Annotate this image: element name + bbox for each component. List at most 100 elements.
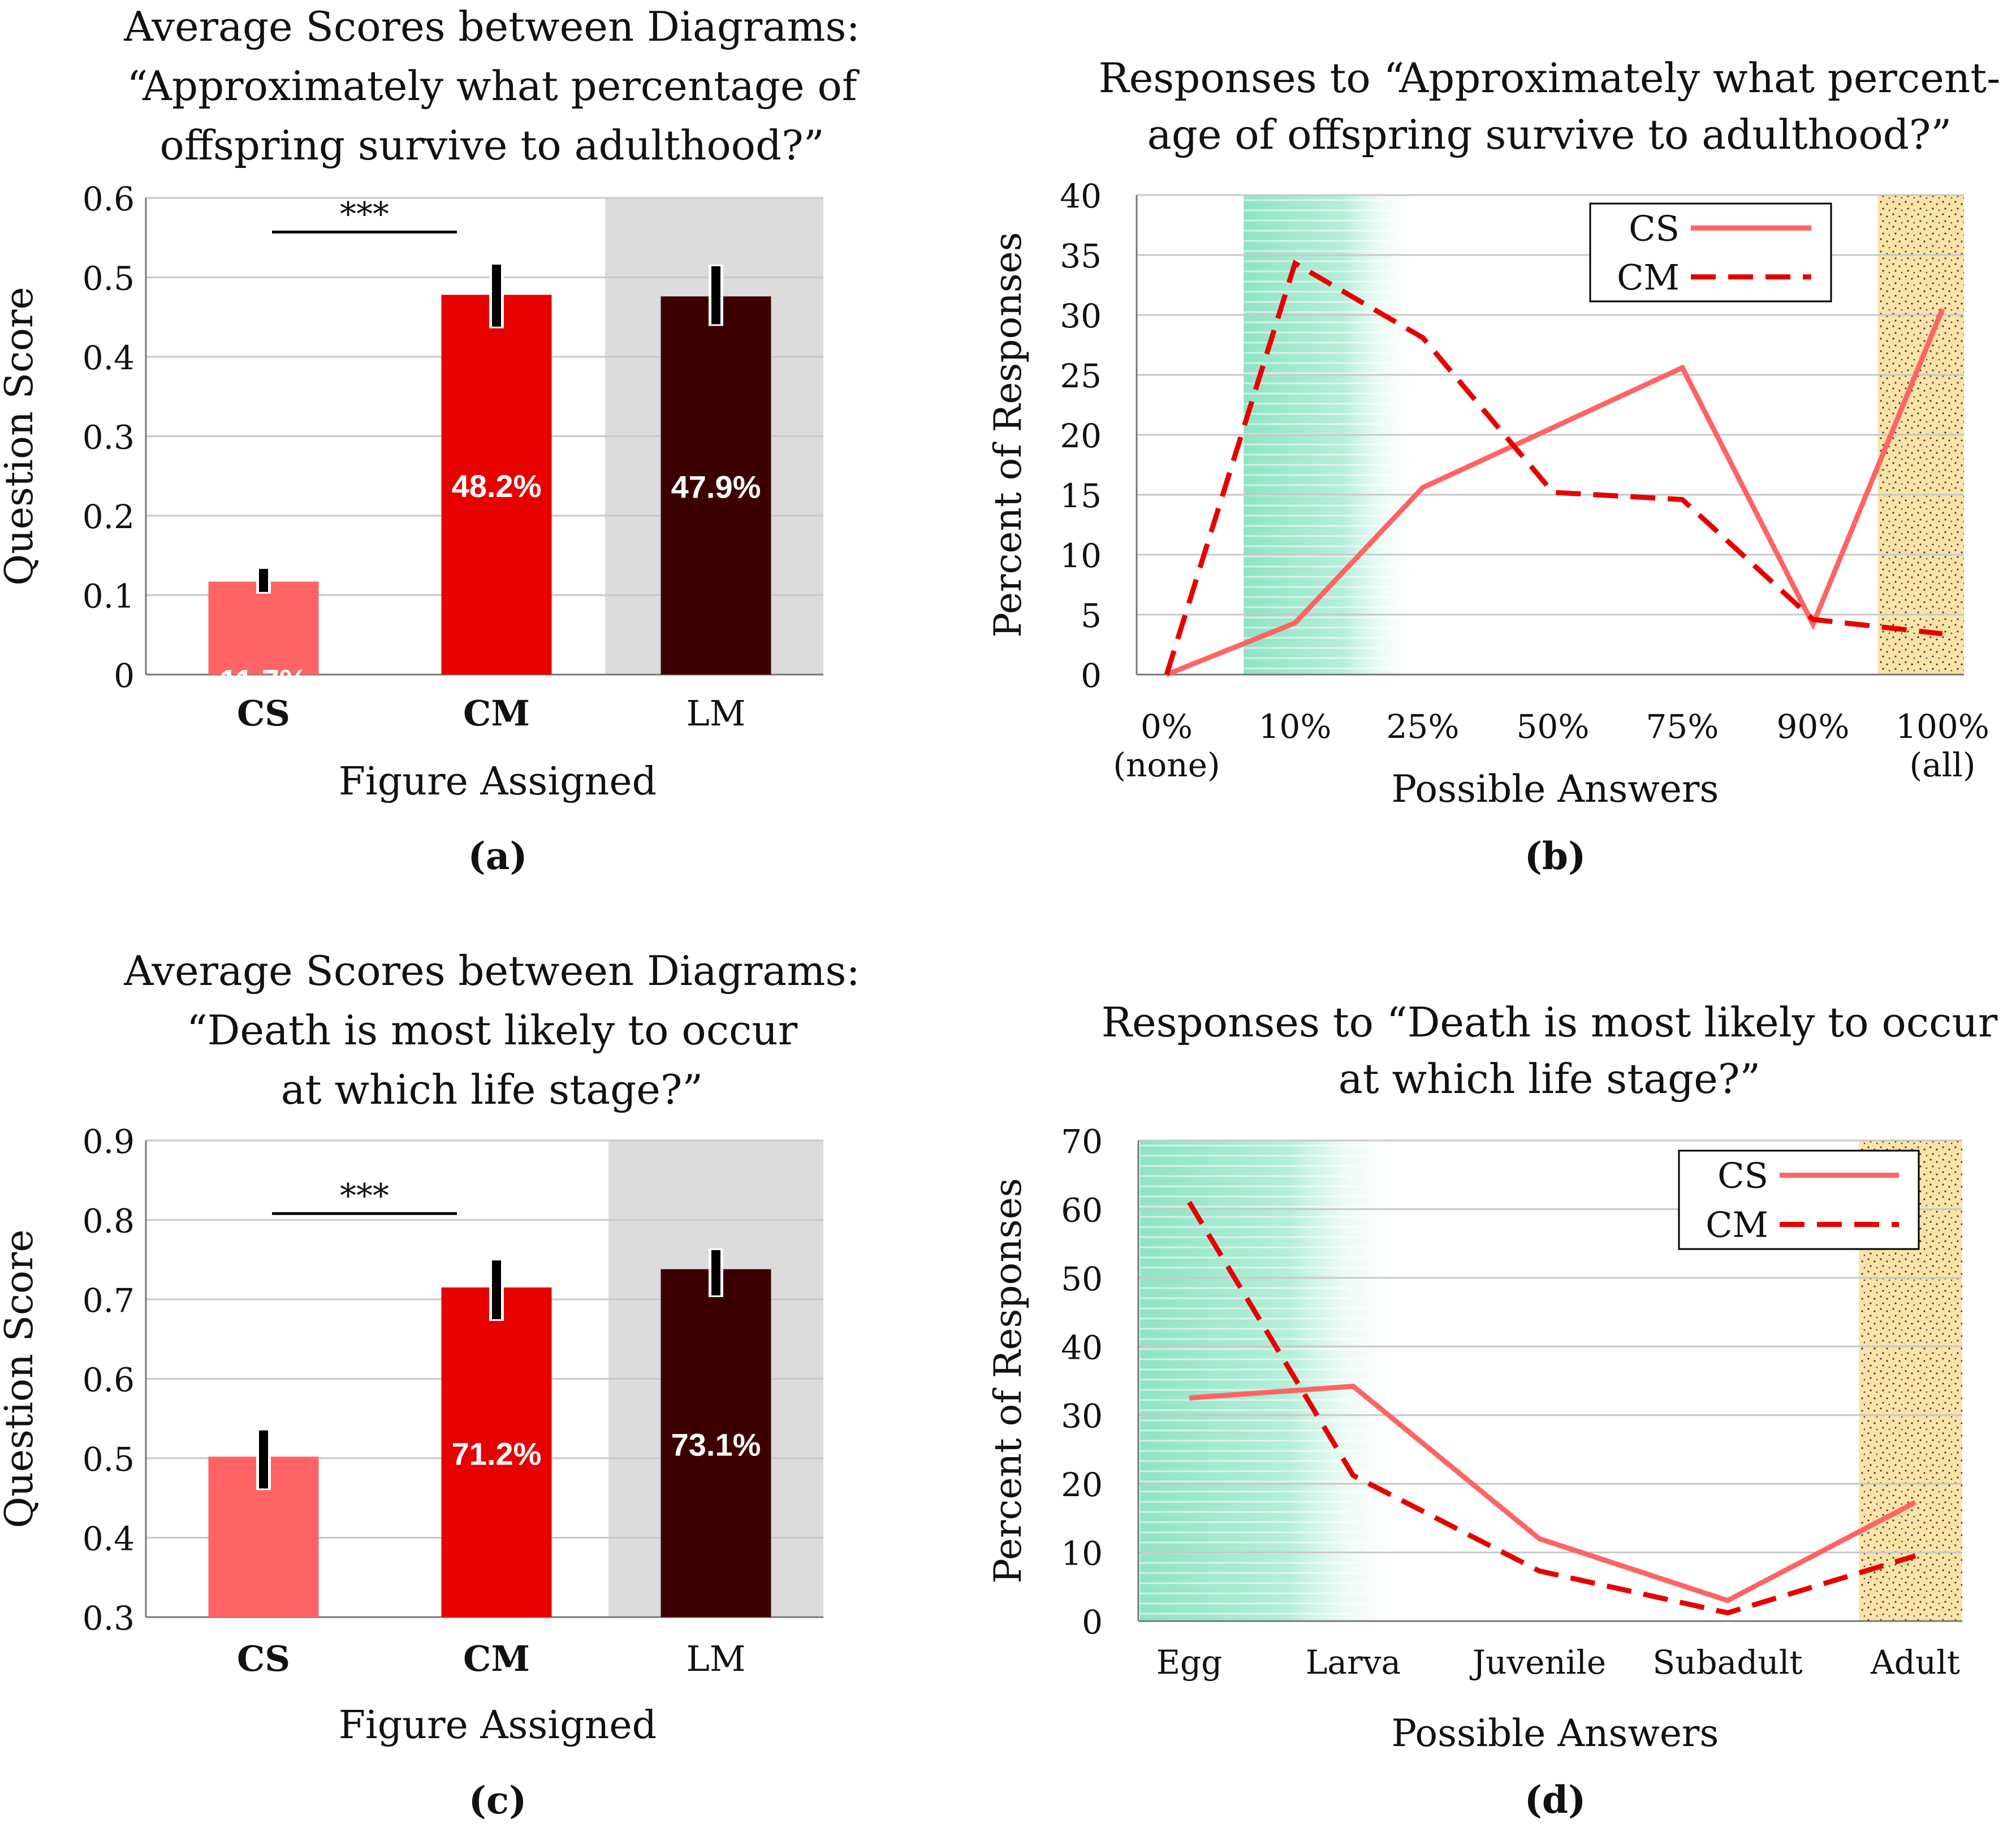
x-category-label: CS: [237, 1638, 290, 1679]
x-category-label: Egg: [1156, 1643, 1223, 1682]
x-axis-label: Possible Answers: [1392, 1712, 1719, 1755]
error-bar: [711, 266, 720, 325]
x-category-label: CM: [463, 693, 530, 734]
error-bar: [492, 1260, 501, 1320]
x-category-label: 50%: [1517, 707, 1590, 746]
bar-cm: [441, 1287, 552, 1617]
panel-caption: (a): [468, 834, 527, 878]
panel-caption: (c): [469, 1778, 527, 1822]
x-axis-label: Possible Answers: [1392, 767, 1719, 811]
y-tick-label: 60: [1061, 1191, 1103, 1229]
y-tick-label: 5: [1081, 597, 1102, 635]
y-tick-label: 25: [1060, 357, 1102, 395]
y-tick-label: 0.5: [83, 1440, 135, 1479]
chart-title-line: “Death is most likely to occur: [187, 1006, 798, 1054]
x-axis-label: Figure Assigned: [339, 759, 657, 804]
bar-value-label: 71.2%: [452, 1436, 542, 1471]
x-category-label: 75%: [1646, 707, 1719, 746]
y-tick-label: 50: [1061, 1260, 1103, 1298]
bar-lm: [661, 296, 771, 675]
chart-title-line: at which life stage?”: [1339, 1055, 1760, 1103]
panel-caption: (b): [1525, 834, 1586, 878]
y-tick-label: 0.3: [83, 418, 135, 457]
legend-label: CS: [1629, 208, 1680, 249]
bar-value-label: 73.1%: [671, 1427, 761, 1462]
y-tick-label: 0.4: [83, 339, 135, 377]
y-tick-label: 20: [1061, 1466, 1103, 1504]
error-bar: [259, 1430, 268, 1489]
x-category-label: LM: [687, 1638, 746, 1679]
y-tick-label: 0.6: [83, 180, 135, 218]
x-category-label: 25%: [1387, 707, 1460, 746]
legend-box: [1589, 202, 1832, 303]
chart-title-line: offspring survive to adulthood?”: [159, 122, 824, 169]
legend-label: CS: [1717, 1155, 1768, 1196]
bar-value-label: 11.7%: [219, 663, 308, 698]
x-category-label: LM: [687, 693, 746, 734]
x-category-label: 90%: [1777, 707, 1850, 746]
x-category-label: CM: [463, 1638, 530, 1679]
x-category-label: (none): [1113, 746, 1220, 784]
bar-value-label: 49.8%: [219, 1614, 309, 1649]
y-tick-label: 70: [1061, 1122, 1103, 1161]
y-tick-label: 0.7: [83, 1281, 135, 1320]
chart-title-line: at which life stage?”: [281, 1066, 703, 1113]
bar-lm: [661, 1269, 771, 1617]
x-category-label: CS: [237, 693, 290, 734]
x-category-label: Subadult: [1652, 1643, 1802, 1682]
bar-cs: [208, 581, 319, 675]
x-category-label: (all): [1910, 746, 1976, 784]
x-category-label: Larva: [1306, 1643, 1401, 1682]
error-bar: [492, 265, 501, 327]
series-line-cm: [1187, 1200, 1916, 1616]
y-tick-label: 30: [1061, 1397, 1103, 1436]
x-category-label: 0%: [1141, 707, 1193, 746]
panel-c: Average Scores between Diagrams: “Death i…: [0, 947, 860, 1822]
x-category-label: 10%: [1259, 707, 1332, 746]
y-tick-label: 0.4: [83, 1520, 135, 1558]
y-tick-label: 20: [1060, 417, 1102, 455]
bar-value-label: 48.2%: [452, 468, 542, 504]
y-tick-label: 0: [1082, 1603, 1103, 1641]
chart-title-line: Responses to “Approximately what percent…: [1098, 54, 2000, 102]
y-tick-label: 0.5: [83, 260, 135, 298]
green-highlight-band: [1140, 1140, 1409, 1621]
y-axis-label: Percent of Responses: [986, 232, 1030, 637]
series-line-cm: [1164, 260, 1943, 676]
error-bar: [711, 1250, 720, 1295]
y-axis-label: Question Score: [0, 1229, 42, 1528]
y-tick-label: 10: [1061, 1535, 1103, 1573]
legend-label: CM: [1617, 257, 1680, 298]
panel-b: Responses to “Approximately what percent…: [986, 54, 2001, 878]
x-category-label: Adult: [1870, 1643, 1960, 1682]
chart-title-line: Average Scores between Diagrams:: [123, 947, 860, 995]
y-axis-label: Percent of Responses: [986, 1178, 1030, 1583]
panel-caption: (d): [1525, 1778, 1586, 1822]
x-category-label: Juvenile: [1470, 1643, 1606, 1682]
y-tick-label: 0: [114, 656, 135, 695]
series-line-cs: [1189, 1384, 1917, 1604]
panel-a: Average Scores between Diagrams: “Approxi…: [0, 3, 860, 878]
y-tick-label: 0.8: [83, 1202, 135, 1241]
y-tick-label: 0: [1081, 656, 1102, 695]
y-tick-label: 10: [1060, 537, 1102, 575]
chart-title-line: “Approximately what percentage of: [127, 62, 859, 110]
y-axis-label: Question Score: [0, 287, 42, 585]
series-line-cs: [1165, 308, 1945, 677]
bar-cm: [441, 295, 552, 675]
y-tick-label: 40: [1060, 177, 1102, 215]
error-bar: [259, 569, 268, 592]
bar-value-label: 47.9%: [671, 469, 761, 505]
significance-label: ***: [340, 195, 389, 233]
chart-title-line: Average Scores between Diagrams:: [123, 3, 860, 50]
legend-label: CM: [1706, 1204, 1768, 1246]
y-tick-label: 0.3: [83, 1599, 135, 1637]
y-tick-label: 35: [1060, 237, 1102, 275]
y-tick-label: 40: [1061, 1328, 1103, 1367]
x-category-label: 100%: [1896, 707, 1989, 746]
panel-d: Responses to “Death is most likely to oc…: [986, 999, 1998, 1822]
y-tick-label: 0.6: [83, 1361, 135, 1399]
y-tick-label: 0.9: [83, 1122, 135, 1161]
chart-title-line: age of offspring survive to adulthood?”: [1147, 111, 1952, 158]
